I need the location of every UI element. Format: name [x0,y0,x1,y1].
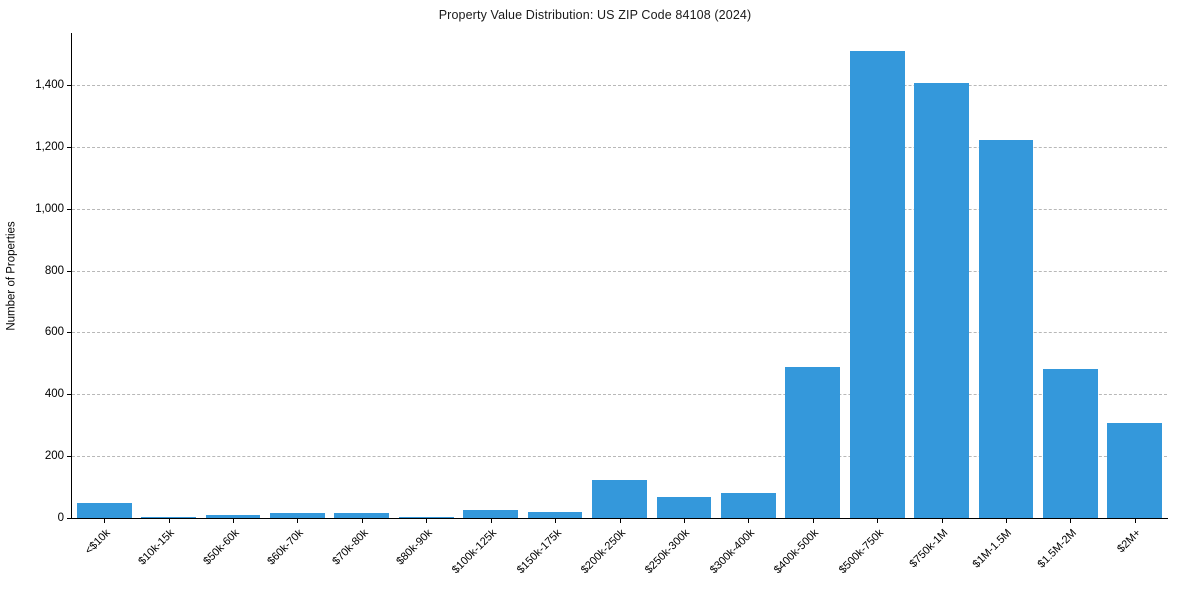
y-axis-tick-label: 0 [57,512,64,524]
x-axis-tick-mark [233,518,235,523]
bar-slot [845,33,909,518]
bar-slot [201,33,265,518]
bar-slot [523,33,587,518]
x-axis-tick-mark [812,518,814,523]
x-axis-tick-label: $250k-300k [643,527,693,577]
y-axis-tick-mark [67,208,72,210]
bar-slot [265,33,329,518]
x-axis-tick-mark [426,518,428,523]
bar-slot [909,33,973,518]
y-axis-tick-label: 1,000 [35,202,64,215]
y-axis-tick-mark [67,394,72,396]
y-axis-tick-mark [67,146,72,148]
x-axis-tick-mark [555,518,557,523]
bar[interactable] [849,50,905,518]
x-axis-tick-mark [1134,518,1136,523]
y-axis-tick-label: 1,400 [35,78,64,91]
bar[interactable] [527,511,583,518]
bar[interactable] [1107,423,1163,518]
y-axis-tick-label: 400 [44,388,64,401]
y-axis-label: Number of Properties [4,33,20,518]
bar[interactable] [398,517,454,518]
bar[interactable] [205,515,261,518]
y-axis-tick-mark [67,270,72,272]
x-axis-tick-label: $1.5M-2M [1035,527,1079,571]
x-axis-tick-label: $500k-750k [836,527,886,577]
x-axis-tick-label: $300k-400k [707,527,757,577]
x-axis-tick-mark [490,518,492,523]
bar[interactable] [76,503,132,518]
y-axis-tick-label: 600 [44,326,64,339]
bar[interactable] [463,510,519,518]
bar-slot [72,33,136,518]
bar[interactable] [334,513,390,518]
x-axis-tick-label: <$10k [82,527,113,557]
y-axis-tick-mark [67,518,72,519]
x-axis-tick-mark [297,518,299,523]
y-axis-line [71,33,72,519]
y-axis-tick-mark [67,456,72,458]
bar-slot [394,33,458,518]
bar-slot [458,33,522,518]
x-axis-tick-label: $50k-60k [201,527,242,568]
y-axis-tick-mark [67,84,72,86]
bar-slot [136,33,200,518]
bar-slot [652,33,716,518]
bar[interactable] [656,497,712,518]
chart-title: Property Value Distribution: US ZIP Code… [438,8,752,22]
x-axis-tick-label: $400k-500k [772,527,822,577]
bar-slot [587,33,651,518]
bar-series [72,33,1167,518]
bar[interactable] [1043,368,1098,518]
bar[interactable] [592,479,647,518]
bar-slot [330,33,394,518]
y-axis-tick-label: 1,200 [35,140,64,153]
plot-area: 0 200 400 600 800 1,000 1,200 1,400 <$10k $10k-1… [35,33,1167,576]
x-axis-tick-label: $200k-250k [578,527,628,577]
y-axis-label-text: Number of Properties [6,220,19,331]
x-axis-tick-mark [168,518,170,523]
x-axis-tick-mark [361,518,363,523]
x-axis-tick-label: $10k-15k [136,527,178,568]
bar-slot [974,33,1038,518]
bar-slot [1103,33,1167,518]
x-axis-tick-label: $750k-1M [906,527,951,571]
bar-slot [781,33,845,518]
x-axis-tick-mark [619,518,621,523]
x-axis-tick-mark [683,518,685,523]
bar[interactable] [270,513,325,518]
x-axis-tick-label: $2M+ [1115,527,1144,556]
x-axis-tick-label: $70k-80k [329,527,371,568]
y-axis-tick-label: 800 [44,264,64,277]
x-axis-tick-mark [1005,518,1007,523]
bar-slot [716,33,780,518]
bar[interactable] [141,517,196,518]
x-axis-tick-label: $100k-125k [450,527,500,577]
bar[interactable] [914,83,969,518]
bar[interactable] [785,367,841,518]
bar[interactable] [720,493,776,518]
x-axis-tick-mark [104,518,106,523]
x-axis-tick-label: $80k-90k [394,527,435,568]
x-axis-tick-label: $150k-175k [514,527,564,577]
x-axis-tick-label: $60k-70k [265,527,306,568]
y-axis-tick-label: 200 [44,450,64,463]
y-axis-tick-mark [67,332,72,334]
x-axis-tick-mark [941,518,943,523]
bar[interactable] [978,140,1034,518]
bar-slot [1038,33,1102,518]
x-axis-tick-mark [748,518,750,523]
x-axis-tick-mark [1070,518,1072,523]
x-axis-tick-mark [877,518,879,523]
x-axis-tick-label: $1M-1.5M [970,527,1015,571]
